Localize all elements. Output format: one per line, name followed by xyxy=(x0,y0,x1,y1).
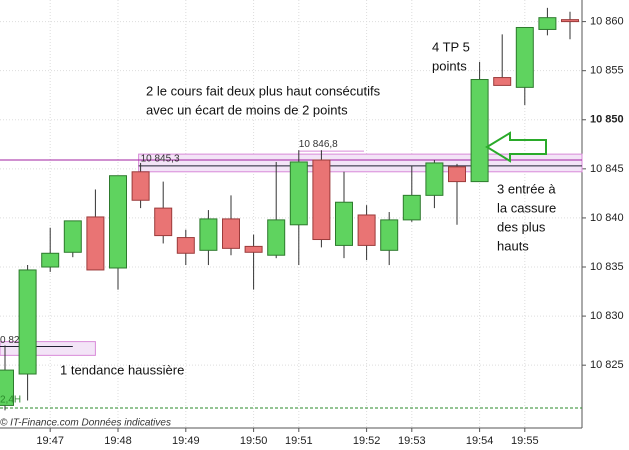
candle-body xyxy=(289,161,308,226)
candle-body xyxy=(515,26,534,88)
candle-body xyxy=(335,201,353,246)
x-tick-label: 19:54 xyxy=(466,435,494,447)
annotation: 4 TP 5 xyxy=(432,39,470,54)
candle-body xyxy=(357,214,376,246)
candle-body xyxy=(131,171,150,201)
x-tick-label: 19:47 xyxy=(36,435,64,447)
annotation: avec un écart de moins de 2 points xyxy=(146,102,348,117)
level-label: 10 846,8 xyxy=(299,139,338,150)
x-tick-label: 19:50 xyxy=(240,435,268,447)
candle-body xyxy=(86,216,105,271)
candle-body xyxy=(493,77,512,86)
candle-body xyxy=(561,19,579,23)
candle-body xyxy=(470,79,489,183)
candle-body xyxy=(267,219,286,256)
candle-body xyxy=(18,269,37,375)
y-tick-label: 10 830 xyxy=(590,310,624,322)
x-tick-label: 19:55 xyxy=(511,435,539,447)
annotation: 2,4H xyxy=(0,395,21,406)
candle-body xyxy=(176,237,195,254)
candle-body xyxy=(109,175,127,269)
candle-body xyxy=(448,166,466,183)
annotation: 2 le cours fait deux plus haut consécuti… xyxy=(146,83,381,98)
x-tick-label: 19:53 xyxy=(398,435,426,447)
x-tick-label: 19:51 xyxy=(285,435,313,447)
candle-body xyxy=(425,162,444,196)
level-label: 10 845,3 xyxy=(141,154,180,165)
x-tick-label: 19:49 xyxy=(172,435,200,447)
candle-body xyxy=(538,17,557,30)
candle-body xyxy=(244,245,263,253)
y-tick-label: 10 850 xyxy=(590,114,624,126)
level-band xyxy=(138,153,583,173)
candle-body xyxy=(402,194,421,221)
x-tick-label: 19:48 xyxy=(104,435,132,447)
candle-body xyxy=(0,369,14,406)
y-tick-label: 10 860 xyxy=(590,16,624,28)
annotation: 3 entrée à xyxy=(497,181,556,196)
annotation: 1 tendance haussière xyxy=(60,362,184,377)
y-tick-label: 10 845 xyxy=(590,163,624,175)
annotation: points xyxy=(432,58,467,73)
x-tick-label: 19:52 xyxy=(353,435,381,447)
footer: © IT-Finance.com Données indicatives xyxy=(0,418,171,429)
y-tick-label: 10 855 xyxy=(590,65,624,77)
y-tick-label: 10 835 xyxy=(590,261,624,273)
candle-body xyxy=(222,218,240,249)
arrow xyxy=(485,131,547,163)
annotation: hauts xyxy=(497,238,529,253)
candle-body xyxy=(41,252,60,268)
annotation: la cassure xyxy=(497,200,556,215)
candle-body xyxy=(312,159,331,241)
annotation: des plus xyxy=(497,219,546,234)
candle-body xyxy=(199,218,218,251)
candle-body xyxy=(63,220,82,253)
y-tick-label: 10 840 xyxy=(590,212,624,224)
candle-body xyxy=(154,207,173,237)
level-label: 0 826,9 xyxy=(0,335,34,346)
candle-body xyxy=(380,219,399,251)
y-tick-label: 10 825 xyxy=(590,359,624,371)
